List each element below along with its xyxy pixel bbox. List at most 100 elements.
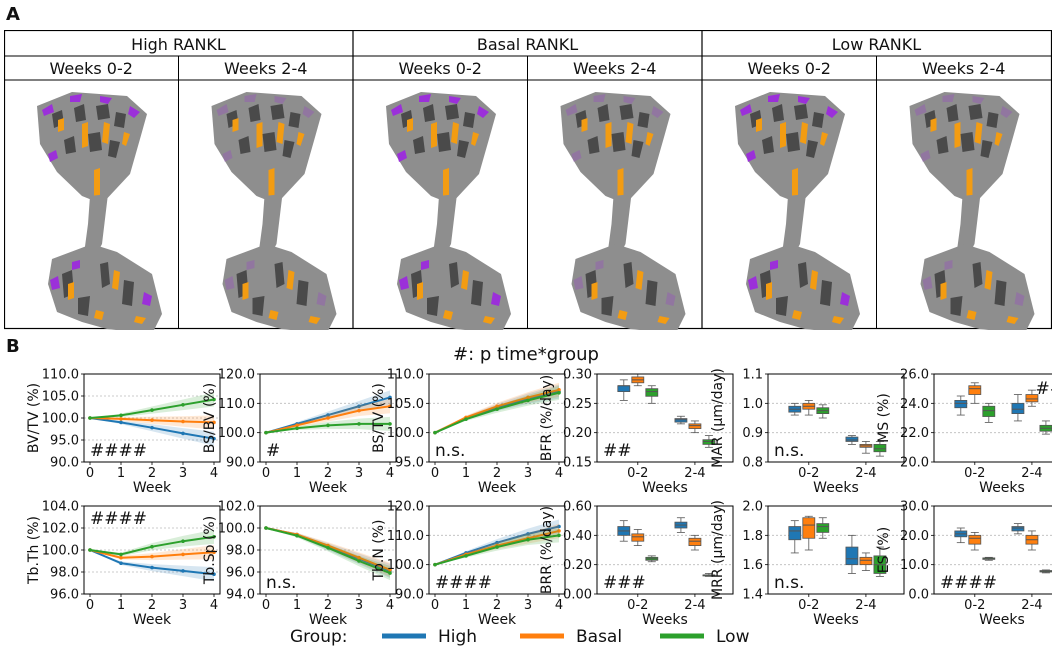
axes-frame [259, 373, 397, 463]
formation-sites [766, 270, 844, 324]
x-tick-label: 0-2 [627, 466, 648, 481]
box-low [873, 444, 887, 453]
formation-sites [407, 118, 479, 198]
y-axis-label: BRR (%/day) [539, 506, 555, 594]
period-header: Weeks 0-2 [399, 59, 482, 78]
y-tick-label: 105.0 [387, 397, 424, 412]
bone-pores [924, 104, 999, 158]
bone-pores [401, 104, 475, 158]
series-band-low [90, 392, 214, 418]
axes-frame [596, 373, 734, 463]
x-tick-label: 0 [431, 598, 439, 613]
y-tick-label: 90.0 [50, 456, 79, 471]
bone-pores [411, 262, 483, 316]
y-tick-label: 0.20 [563, 558, 592, 573]
y-tick-label: 0.15 [563, 456, 592, 471]
resorption-sites [42, 94, 140, 162]
significance-annotation: n.s. [435, 441, 465, 461]
bone-pores [585, 262, 658, 316]
x-axis-label: Weeks [813, 612, 859, 628]
x-tick-label: 0 [262, 598, 270, 613]
data-point [119, 420, 123, 425]
data-point [388, 571, 392, 575]
x-tick-label: 2-4 [684, 466, 705, 481]
data-point [264, 526, 268, 530]
data-point [357, 404, 361, 409]
x-tick-label: 3 [355, 466, 363, 481]
axes-frame [259, 505, 397, 595]
bone-lower [920, 244, 1035, 330]
y-tick-label: 20.0 [900, 529, 929, 544]
x-tick-label: 2 [148, 598, 156, 613]
axes-frame [767, 373, 905, 463]
x-tick-label: 3 [179, 466, 187, 481]
axes-frame [428, 505, 566, 595]
resorption-sites [565, 94, 664, 162]
x-tick-label: 1 [293, 598, 301, 613]
formation-sites [591, 270, 670, 324]
y-tick-label: 24.0 [900, 397, 929, 412]
data-point [181, 552, 185, 557]
data-point [150, 408, 154, 412]
bone-render [37, 92, 162, 330]
data-point [495, 407, 499, 411]
box-basal [688, 537, 702, 546]
data-point [433, 562, 437, 567]
y-tick-label: 100.0 [387, 558, 424, 573]
y-tick-label: 100.0 [387, 426, 424, 441]
data-point [181, 431, 185, 436]
x-tick-label: 2 [324, 598, 332, 613]
group-header: Low RANKL [832, 35, 921, 54]
formation-sites [940, 270, 1019, 324]
x-axis-label: Week [133, 480, 172, 496]
bone-neck [258, 194, 283, 259]
y-tick-label: 102.0 [42, 522, 79, 537]
y-tick-label: 110.0 [387, 368, 424, 383]
y-tick-label: 95.0 [395, 456, 424, 471]
series-band-low [90, 529, 214, 557]
data-point [526, 395, 530, 400]
resorption-sites [914, 94, 1013, 162]
data-point [295, 533, 299, 538]
data-point [119, 552, 123, 557]
bone-render [909, 92, 1035, 330]
bone-neck [433, 194, 457, 259]
box-high [845, 436, 859, 442]
series-band-high [90, 418, 214, 446]
bone-neck [607, 194, 632, 259]
y-axis-label: MAR (µm/day) [710, 368, 726, 468]
axes-frame [83, 505, 221, 595]
data-point [526, 398, 530, 403]
x-tick-label: 0-2 [798, 598, 819, 613]
chart-tbn: 90.0 100.0 110.0 120.0Tb.N (%) Week 0 1 2 3 4 #### [371, 500, 566, 628]
bone-lower [571, 244, 686, 330]
x-axis-label: Week [133, 612, 172, 628]
chart-bsbv: 90.0 100.0 110.0 120.0BS/BV (%) Week 0 1 2 3 4 # [202, 368, 397, 496]
x-tick-label: 3 [179, 598, 187, 613]
legend-label-high: High [438, 627, 477, 647]
formation-sites [58, 118, 130, 198]
box-basal [802, 517, 816, 539]
box-high [617, 385, 631, 393]
bone-render [386, 92, 511, 330]
y-tick-label: 100.0 [218, 426, 255, 441]
data-point [464, 417, 468, 421]
x-axis-label: Weeks [642, 612, 688, 628]
x-tick-label: 1 [293, 466, 301, 481]
data-point [326, 546, 330, 550]
data-point [119, 413, 123, 418]
y-axis-label: ES (%) [876, 527, 892, 573]
y-axis-label: Tb.N (%) [371, 519, 387, 581]
data-point [557, 390, 561, 395]
x-axis-label: Weeks [979, 612, 1025, 628]
y-axis-label: MRR (µm/day) [710, 500, 726, 600]
y-tick-label: 0.40 [563, 529, 592, 544]
y-axis-label: Tb.Sp (%) [202, 516, 218, 585]
data-point [388, 395, 392, 400]
y-tick-label: 0.9 [742, 426, 763, 441]
x-axis-label: Week [309, 480, 348, 496]
y-tick-label: 94.0 [226, 588, 255, 603]
